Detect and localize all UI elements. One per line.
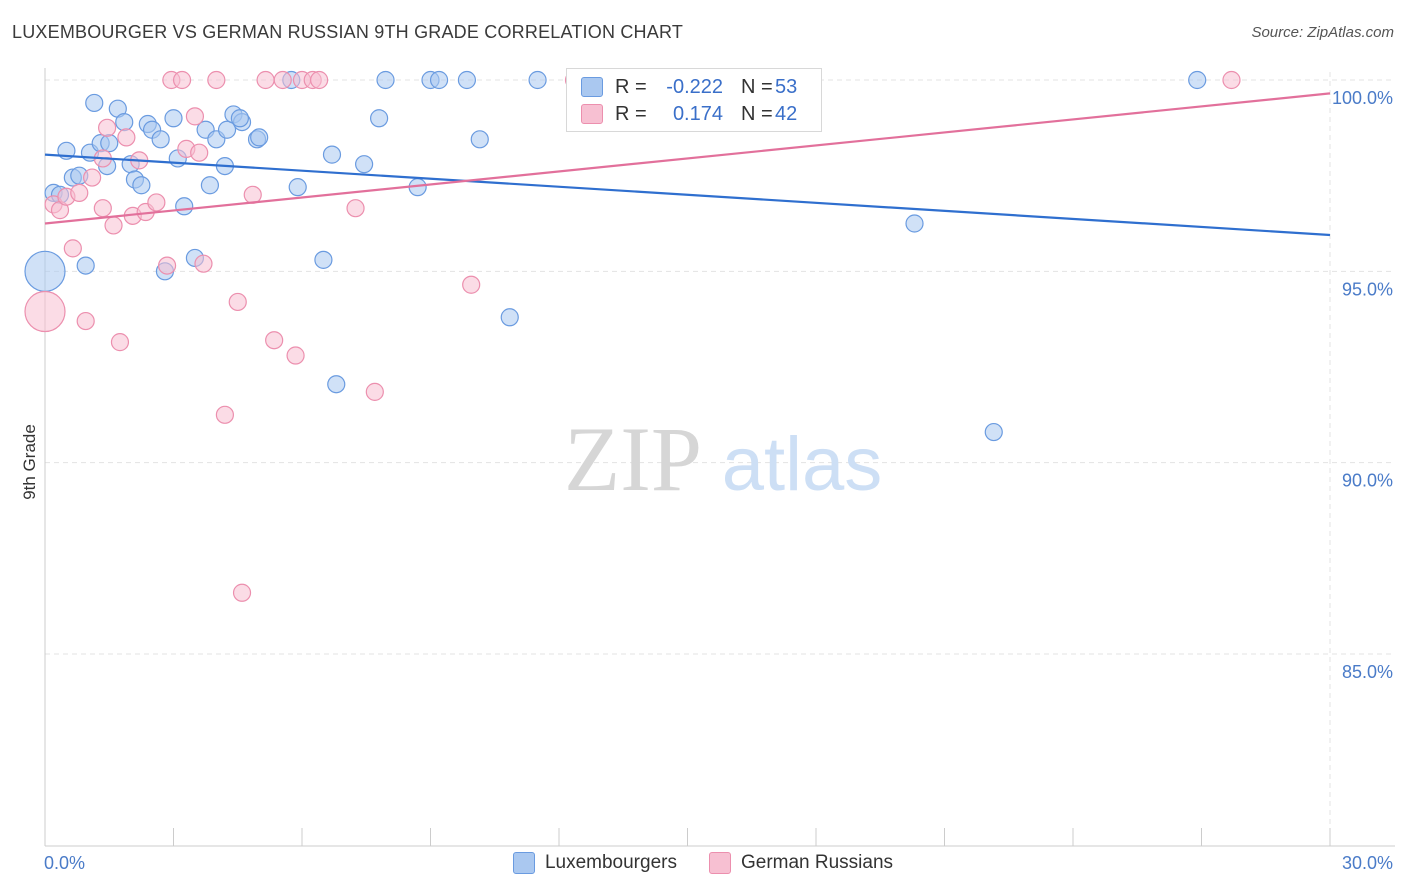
- legend-item-german-russians[interactable]: German Russians: [708, 852, 894, 874]
- tick-labels: 85.0% 90.0% 95.0% 100.0% 0.0% 30.0% 9th Grade: [20, 88, 1393, 873]
- german-russian-point: [157, 256, 177, 275]
- german-russian-point: [365, 382, 384, 401]
- german-russian-point: [147, 193, 166, 212]
- luxembourger-point: [76, 256, 95, 275]
- german-russian-point: [76, 311, 95, 331]
- blue-swatch-icon: [512, 852, 535, 874]
- axes: [44, 68, 1395, 847]
- pink-swatch-icon: [581, 104, 603, 124]
- series-legend: Luxembourgers German Russians: [0, 852, 1406, 874]
- legend-n-value: 42: [775, 102, 798, 125]
- german-russian-point: [110, 333, 130, 352]
- source-label: Source: ZipAtlas.com: [1251, 24, 1394, 41]
- legend-item-luxembourgers[interactable]: Luxembourgers: [512, 852, 677, 874]
- luxembourger-point: [132, 176, 151, 195]
- luxembourger-point: [175, 197, 194, 216]
- german-russian-point: [1222, 70, 1241, 90]
- luxembourger-point: [500, 308, 519, 327]
- luxembourger-point: [230, 109, 249, 128]
- luxembourger-point: [905, 214, 924, 233]
- luxembourger-point: [327, 375, 346, 394]
- correlation-legend: R = -0.222 N = 53 R = 0.174 N = 42: [566, 68, 822, 132]
- german-russian-point: [232, 583, 252, 602]
- y-axis-label: 9th Grade: [20, 424, 39, 500]
- legend-r-label: R =: [615, 102, 647, 125]
- luxembourger-point: [355, 155, 374, 174]
- luxembourger-point: [217, 120, 237, 139]
- legend-n-label: N =: [741, 102, 773, 125]
- luxembourger-trend-line: [44, 153, 1331, 237]
- luxembourger-point: [164, 109, 183, 128]
- german-russian-point: [310, 70, 329, 90]
- luxembourger-point: [429, 70, 449, 90]
- legend-label-luxembourgers: Luxembourgers: [544, 852, 677, 873]
- x-tick-label: 0.0%: [44, 853, 85, 873]
- german-russian-point: [63, 239, 82, 258]
- luxembourger-point: [1188, 70, 1207, 90]
- german-russian-point: [104, 216, 123, 235]
- watermark: ZIP atlas: [564, 408, 882, 510]
- y-tick-label: 100.0%: [1332, 88, 1393, 108]
- legend-row-luxembourgers: R = -0.222 N = 53: [581, 75, 797, 99]
- legend-n-label: N =: [741, 75, 773, 98]
- german-russian-point: [346, 199, 365, 218]
- german-russian-point: [117, 128, 136, 147]
- german-russian-point: [256, 70, 275, 90]
- german-russian-point: [265, 331, 284, 350]
- y-tick-label: 95.0%: [1342, 279, 1393, 299]
- luxembourger-point: [200, 176, 220, 195]
- german-russian-point: [207, 70, 226, 90]
- luxembourger-point: [984, 422, 1003, 442]
- luxembourger-point: [288, 178, 307, 197]
- chart-title: LUXEMBOURGER VS GERMAN RUSSIAN 9TH GRADE…: [12, 22, 684, 42]
- luxembourger-point: [250, 128, 269, 147]
- german-russian-point: [462, 275, 481, 294]
- luxembourger-point: [100, 134, 119, 153]
- german-russian-point: [273, 70, 292, 90]
- luxembourger-point: [457, 70, 477, 90]
- pink-swatch-icon: [708, 852, 731, 874]
- legend-r-label: R =: [615, 75, 647, 98]
- luxembourger-point: [376, 70, 395, 90]
- german-russian-point: [194, 254, 213, 273]
- german-russian-point: [70, 183, 89, 202]
- luxembourger-point: [115, 112, 134, 132]
- legend-n-value: 53: [775, 75, 798, 98]
- blue-swatch-icon: [581, 77, 603, 97]
- legend-row-german-russians: R = 0.174 N = 42: [581, 102, 797, 126]
- german-russian-point: [215, 405, 234, 424]
- german-russian-point: [185, 107, 205, 126]
- luxembourger-point: [528, 70, 547, 90]
- trend-lines: [44, 92, 1331, 237]
- luxembourger-point: [370, 109, 389, 128]
- luxembourger-point: [470, 130, 489, 149]
- german-russian-point: [93, 199, 112, 218]
- german-russian-point: [243, 185, 262, 204]
- y-tick-label: 85.0%: [1342, 662, 1393, 682]
- luxembourger-point: [24, 250, 66, 292]
- german-russian-point: [24, 290, 66, 333]
- watermark-zip: ZIP: [564, 408, 702, 510]
- y-tick-label: 90.0%: [1342, 471, 1393, 491]
- luxembourger-point: [322, 145, 342, 164]
- luxembourger-point: [85, 93, 104, 113]
- data-points: [24, 70, 1241, 602]
- legend-r-value: 0.174: [672, 102, 723, 125]
- x-tick-label: 30.0%: [1342, 853, 1393, 873]
- watermark-atlas: atlas: [722, 422, 883, 507]
- german-russian-trend-line: [44, 92, 1331, 225]
- luxembourger-point: [151, 130, 170, 149]
- luxembourger-point: [314, 250, 333, 269]
- german-russian-point: [286, 346, 305, 365]
- german-russian-point: [190, 143, 209, 162]
- german-russian-point: [228, 292, 247, 312]
- german-russian-point: [83, 168, 102, 187]
- german-russian-point: [172, 70, 192, 90]
- legend-label-german-russians: German Russians: [740, 852, 894, 873]
- legend-r-value: -0.222: [666, 75, 723, 98]
- german-russian-point: [98, 118, 117, 137]
